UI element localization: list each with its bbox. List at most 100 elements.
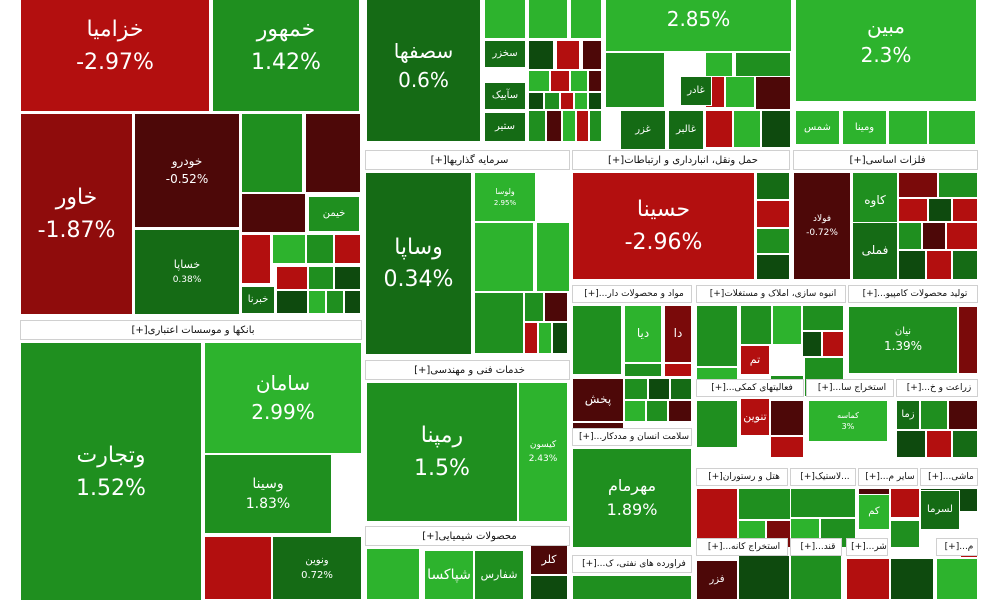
filler-tile[interactable] [733,110,761,148]
filler-tile[interactable] [544,92,560,110]
expand-sector-button[interactable]: [+] [131,324,148,336]
sector-header[interactable]: استخراج سا... [+] [806,379,894,397]
stock-tile[interactable]: تم [740,345,770,375]
expand-sector-button[interactable]: [+] [707,542,723,552]
filler-tile[interactable] [305,113,361,193]
stock-tile[interactable]: زما [896,400,920,430]
filler-tile[interactable] [952,198,978,222]
filler-tile[interactable] [546,110,562,142]
stock-tile[interactable]: خساپا 0.38% [134,229,240,315]
sector-header[interactable]: تولید محصولات کامپیو... [+] [848,285,978,303]
filler-tile[interactable] [664,363,692,377]
filler-tile[interactable] [738,488,792,520]
filler-tile[interactable] [556,40,580,70]
stock-tile[interactable]: غادر [680,76,712,106]
filler-tile[interactable] [544,292,568,322]
sector-header[interactable]: خدمات فنی و مهندسی [+] [365,360,570,380]
filler-tile[interactable] [922,222,946,250]
expand-sector-button[interactable]: [+] [928,472,943,482]
filler-tile[interactable] [241,193,306,233]
stock-tile[interactable]: دیا [624,305,662,363]
expand-sector-button[interactable]: [+] [414,364,431,376]
filler-tile[interactable] [538,322,552,354]
filler-tile[interactable] [772,305,802,345]
filler-tile[interactable] [936,558,978,600]
filler-tile[interactable] [530,575,568,600]
expand-sector-button[interactable]: [+] [800,542,816,552]
filler-tile[interactable] [241,234,271,284]
filler-tile[interactable] [948,400,978,430]
filler-tile[interactable] [705,110,733,148]
filler-tile[interactable] [740,305,772,345]
filler-tile[interactable] [756,254,790,280]
expand-sector-button[interactable]: [+] [817,383,833,393]
filler-tile[interactable] [484,0,526,39]
filler-tile[interactable] [920,400,948,430]
stock-tile[interactable]: ولوسا 2.95% [474,172,536,222]
filler-tile[interactable] [588,70,602,92]
stock-tile[interactable]: رمپنا 1.5% [366,382,518,522]
stock-tile[interactable]: لسرما [920,490,960,530]
filler-tile[interactable] [624,378,648,400]
filler-tile[interactable] [272,234,306,264]
filler-tile[interactable] [624,400,646,422]
filler-tile[interactable] [344,290,361,314]
filler-tile[interactable] [528,92,544,110]
filler-tile[interactable] [204,536,272,600]
stock-tile[interactable]: کیسون 2.43% [518,382,568,522]
filler-tile[interactable] [958,306,978,374]
sector-header[interactable]: فراورده های نفتی، ک... [+] [572,555,692,573]
filler-tile[interactable] [550,70,570,92]
filler-tile[interactable] [536,222,570,292]
filler-tile[interactable] [589,110,602,142]
filler-tile[interactable] [668,400,692,422]
filler-tile[interactable] [770,400,804,436]
expand-sector-button[interactable]: [+] [584,289,599,299]
stock-tile[interactable]: غزر [620,110,666,150]
filler-tile[interactable] [528,110,546,142]
filler-tile[interactable] [756,200,790,228]
sector-header[interactable]: هتل و رستوران [+] [696,468,788,486]
filler-tile[interactable] [308,266,334,290]
filler-tile[interactable] [570,70,588,92]
filler-tile[interactable] [705,52,733,80]
stock-tile[interactable]: کماسه 3% [808,400,888,442]
filler-tile[interactable] [890,558,934,600]
filler-tile[interactable] [802,331,822,357]
filler-tile[interactable] [241,113,303,193]
stock-tile[interactable]: ومینا [842,110,887,145]
filler-tile[interactable] [574,92,588,110]
stock-tile[interactable]: خودرو -0.52% [134,113,240,228]
expand-sector-button[interactable]: [+] [906,383,922,393]
filler-tile[interactable] [648,378,670,400]
filler-tile[interactable] [562,110,576,142]
filler-tile[interactable] [366,548,420,600]
filler-tile[interactable] [928,110,976,145]
filler-tile[interactable] [572,575,692,600]
stock-tile[interactable]: حسینا -2.96% [572,172,755,280]
expand-sector-button[interactable]: [+] [422,530,439,542]
expand-sector-button[interactable]: [+] [430,154,447,166]
sector-header[interactable]: فعالیتهای کمکی... [+] [696,379,804,397]
stock-tile[interactable]: سامان 2.99% [204,342,362,454]
stock-tile[interactable]: پخش [572,378,624,422]
expand-sector-button[interactable]: [+] [849,154,866,166]
filler-tile[interactable] [646,400,668,422]
filler-tile[interactable] [276,266,308,290]
stock-tile[interactable]: خاور -1.87% [20,113,133,315]
stock-tile[interactable]: نیان 1.39% [848,306,958,374]
filler-tile[interactable] [770,436,804,458]
expand-sector-button[interactable]: [+] [865,472,880,482]
stock-tile[interactable]: کلر [530,545,568,575]
sector-header[interactable]: انبوه سازی، املاک و مستغلات [+] [696,285,846,303]
sector-header[interactable]: سلامت انسان و مددکار... [+] [572,428,692,446]
filler-tile[interactable] [474,222,534,292]
stock-tile[interactable]: وساپا 0.34% [365,172,472,355]
filler-tile[interactable] [696,305,738,367]
sector-header[interactable]: مواد و محصولات دار... [+] [572,285,692,303]
filler-tile[interactable] [890,520,920,548]
stock-tile[interactable]: مهرمام 1.89% [572,448,692,548]
filler-tile[interactable] [846,558,890,600]
sector-header[interactable]: سرمایه گذاریها [+] [365,150,570,170]
stock-tile[interactable]: شفارس [474,550,524,600]
